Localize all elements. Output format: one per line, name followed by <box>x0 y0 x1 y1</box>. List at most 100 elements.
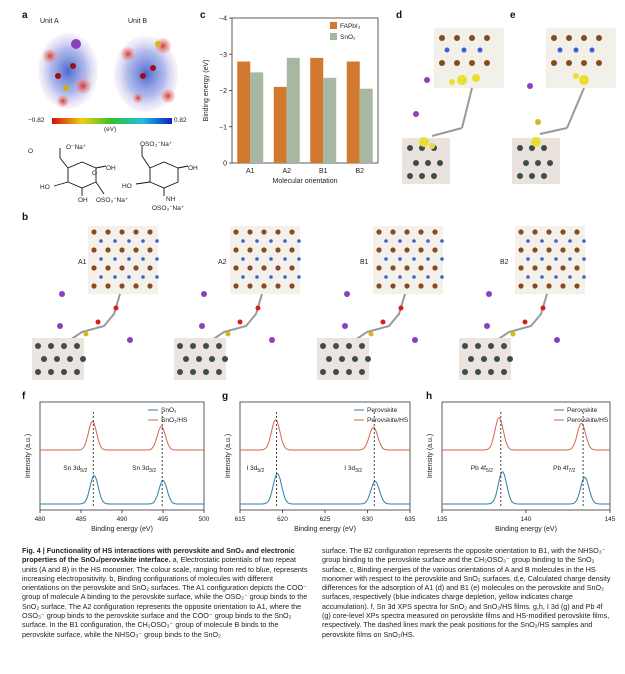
xps-pb4f-chart: 135 140 145 Binding energy (eV) Intensity (a… <box>427 401 616 533</box>
chart-c-xtick-label: B1 <box>319 168 328 175</box>
xps-peak-label-right: Pb 4f7/2 <box>553 465 575 474</box>
chem-label-oh-a2: OH <box>106 165 116 172</box>
chart-c-legend-swatch <box>330 22 337 29</box>
panel-label-h: h <box>426 391 433 402</box>
xps-xtick-label: 630 <box>362 516 373 523</box>
xps-curve <box>40 420 204 451</box>
xps-xtick-label: 635 <box>405 516 416 523</box>
chem-label-oso3-b2: OSO₃⁻Na⁺ <box>152 205 185 212</box>
xps-legend-label: Perovskite <box>567 407 598 414</box>
xps-xtick-label: 625 <box>320 516 331 523</box>
panel-label-f: f <box>22 391 26 402</box>
xps-xtick-label: 140 <box>521 516 532 523</box>
xps-ylabel: Intensity (a.u.) <box>225 434 232 478</box>
config-label-a1: A1 <box>78 259 87 266</box>
xps-xtick-label: 495 <box>158 516 169 523</box>
chart-c-bar <box>359 88 373 163</box>
binding-energy-bar-chart: −4 −3 −2 −1 0 Binding energy (eV) A1 A2 B1 B2 Mole… <box>203 16 379 185</box>
panel-label-d: d <box>396 10 403 21</box>
chem-label-oh-a1: OH <box>78 197 88 204</box>
binding-configurations-drawing <box>32 226 586 380</box>
chart-c-ytick-label: −2 <box>219 88 227 95</box>
chemical-structures <box>53 146 189 196</box>
xps-xlabel: Binding energy (eV) <box>91 526 153 533</box>
xps-xtick-label: 485 <box>76 516 87 523</box>
xps-peak-label-right: Sn 3d3/2 <box>132 465 156 474</box>
binding-configurations <box>30 222 615 382</box>
panel-label-b: b <box>22 212 29 223</box>
panel-label-g: g <box>222 391 229 402</box>
xps-curve <box>40 474 204 505</box>
chart-c-xtick-label: A1 <box>246 168 255 175</box>
xps-ylabel: Intensity (a.u.) <box>427 434 434 478</box>
chem-label-o-ring: O <box>92 170 98 177</box>
xps-legend-label: Perovskite/HS <box>567 417 609 424</box>
scale-unit-label: (eV) <box>104 126 117 133</box>
panel-label-e: e <box>510 10 516 21</box>
xps-i3d-chart: 615 620 625 630 635 Binding energy (eV) Intens… <box>225 401 416 533</box>
xps-xlabel: Binding energy (eV) <box>495 526 557 533</box>
xps-xtick-label: 480 <box>35 516 46 523</box>
chart-c-bar <box>310 57 324 163</box>
xps-sn3d-chart: 480 485 490 495 500 Binding energy (eV) Intens… <box>25 401 210 533</box>
panel-label-a: a <box>22 10 28 21</box>
chart-c-legend-label: SnO₂ <box>340 34 356 41</box>
config-label-a2: A2 <box>218 259 227 266</box>
binding-config-structure <box>32 226 159 380</box>
chem-label-o-top: O <box>28 148 34 155</box>
figure-caption-left: Fig. 4 | Functionality of HS interaction… <box>22 546 308 639</box>
color-scale-bar <box>52 118 172 124</box>
chart-c-xtick-label: B2 <box>355 168 364 175</box>
xps-ylabel: Intensity (a.u.) <box>25 434 32 478</box>
xps-curve <box>442 417 610 451</box>
config-label-b2: B2 <box>500 259 509 266</box>
xps-xtick-label: 490 <box>117 516 128 523</box>
chem-label-oh-b: OH <box>188 165 198 172</box>
xps-legend-label: Perovskite/HS <box>367 417 409 424</box>
chart-c-bar <box>250 72 264 163</box>
chart-c-bar <box>237 61 251 163</box>
xps-curve <box>240 418 410 451</box>
unit-a-label: Unit A <box>40 18 59 25</box>
chem-label-nh-b: NH <box>166 196 176 203</box>
electrostatic-potential-maps <box>38 33 178 112</box>
xps-xtick-label: 135 <box>437 516 448 523</box>
xps-peak-label-left: Pb 4f5/2 <box>471 465 493 474</box>
xps-xtick-label: 620 <box>277 516 288 523</box>
chem-label-ho-b: HO <box>122 183 132 190</box>
charge-density-a1-structure <box>402 28 504 184</box>
figure-caption-left-text: a, Electrostatic potentials of two repea… <box>22 555 308 639</box>
figure-caption-title: Fig. 4 | Functionality of HS interaction… <box>22 546 295 565</box>
config-label-b1: B1 <box>360 259 369 266</box>
chem-label-ho-a: HO <box>40 184 50 191</box>
chart-c-bar <box>286 57 300 163</box>
chart-c-xlabel: Molecular orientation <box>273 178 338 185</box>
chart-c-ytick-label: −4 <box>219 16 227 23</box>
xps-peak-label-left: Sn 3d5/2 <box>63 465 87 474</box>
chart-c-bar <box>346 61 360 163</box>
chart-c-ytick-label: −3 <box>219 52 227 59</box>
xps-legend-label: Perovskite <box>367 407 398 414</box>
chem-label-oso3-a: OSO₃⁻Na⁺ <box>96 197 129 204</box>
xps-peak-label-left: I 3d5/2 <box>247 465 265 474</box>
unit-b-label: Unit B <box>128 18 148 25</box>
chem-label-ona: O⁻Na⁺ <box>66 144 87 151</box>
chem-label-oso3-b1: OSO₃⁻Na⁺ <box>140 141 173 148</box>
chart-c-bar <box>323 77 337 163</box>
charge-density-b1-structure <box>512 28 616 184</box>
chart-c-legend-label: FAPbI₃ <box>340 23 361 30</box>
figure-caption-right: surface. The B2 configuration represents… <box>322 546 611 639</box>
chart-c-ytick-label: −1 <box>219 124 227 131</box>
xps-legend-label: SnO₂ <box>161 407 177 414</box>
binding-config-structure <box>174 226 301 380</box>
xps-xtick-label: 500 <box>199 516 210 523</box>
chart-c-xtick-label: A2 <box>282 168 291 175</box>
unit-b-map <box>114 36 178 112</box>
binding-config-structure <box>459 226 586 380</box>
chart-c-bar <box>273 86 287 163</box>
xps-xtick-label: 145 <box>605 516 616 523</box>
unit-a-map <box>38 33 98 109</box>
chart-c-ytick-label: 0 <box>223 161 227 168</box>
xps-xlabel: Binding energy (eV) <box>294 526 356 533</box>
chart-c-ylabel: Binding energy (eV) <box>203 60 210 122</box>
